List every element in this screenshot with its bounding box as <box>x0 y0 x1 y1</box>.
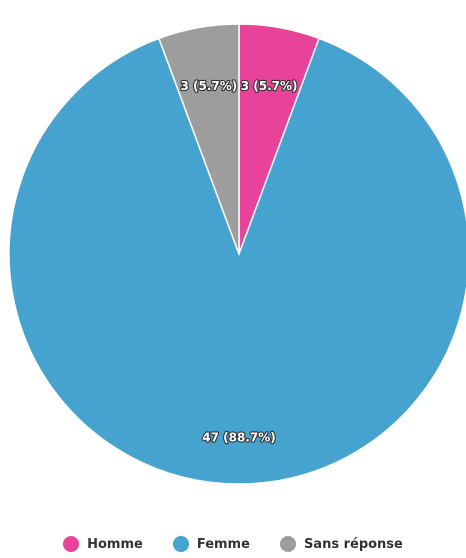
legend-item-homme[interactable]: Homme <box>63 536 143 552</box>
pie-slice-femme[interactable] <box>8 37 466 485</box>
legend-label-homme: Homme <box>87 536 143 552</box>
legend-item-sans-reponse[interactable]: Sans réponse <box>279 536 403 552</box>
legend-label-sans-reponse: Sans réponse <box>303 536 403 552</box>
pie-slices <box>8 23 466 485</box>
pie-slice-sans-reponse[interactable] <box>157 23 240 255</box>
pie-data-label-homme: 3 (5.7%) <box>241 79 298 93</box>
legend-marker-sans-reponse <box>279 536 296 552</box>
legend-item-femme[interactable]: Femme <box>172 536 250 552</box>
legend-marker-femme <box>172 536 189 552</box>
pie-data-label-femme: 47 (88.7%) <box>202 431 275 445</box>
pie-labels: 3 (5.7%) 47 (88.7%) 3 (5.7%) <box>179 78 298 446</box>
chart-legend: Homme Femme Sans réponse <box>0 536 466 552</box>
legend-marker-homme <box>63 536 80 552</box>
legend-label-femme: Femme <box>196 536 250 552</box>
pie-data-label-sans-reponse: 3 (5.7%) <box>181 79 238 93</box>
pie-chart: 3 (5.7%) 47 (88.7%) 3 (5.7%) <box>8 23 466 485</box>
